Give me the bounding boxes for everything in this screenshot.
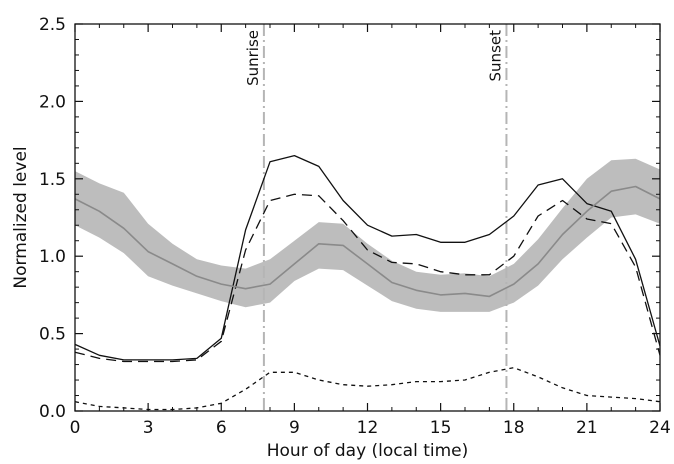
plot-layer: Sunrise Sunset <box>74 24 661 411</box>
y-tick-label: 2.5 <box>39 15 66 35</box>
x-tick-label: 9 <box>289 418 300 438</box>
x-tick-label: 18 <box>503 418 525 438</box>
series-line-solid <box>74 154 661 361</box>
series-line-long-dash <box>74 193 661 363</box>
x-tick-label: 15 <box>430 418 452 438</box>
x-tick-label: 24 <box>649 418 671 438</box>
x-tick-label: 12 <box>357 418 379 438</box>
annotation-label-sunrise: Sunrise <box>244 30 262 86</box>
variability-band <box>75 158 660 312</box>
y-tick-label: 0.0 <box>39 402 66 422</box>
x-tick-label: 6 <box>216 418 227 438</box>
y-tick-label: 1.5 <box>39 170 66 190</box>
x-tick-label: 0 <box>70 418 81 438</box>
y-tick-label: 1.0 <box>39 247 66 267</box>
y-axis-label: Normalized level <box>11 146 31 288</box>
annotation-label-sunset: Sunset <box>486 30 504 82</box>
x-tick-label: 21 <box>576 418 598 438</box>
tick-layer: 0 3 6 9 12 15 18 21 24 0.0 0.5 1.0 1.5 2.0 2.5 <box>39 15 671 438</box>
x-tick-label: 3 <box>143 418 154 438</box>
y-tick-label: 2.0 <box>39 92 66 112</box>
y-tick-label: 0.5 <box>39 325 66 345</box>
series-line-band-mean <box>74 185 661 298</box>
x-axis-label: Hour of day (local time) <box>267 441 469 461</box>
